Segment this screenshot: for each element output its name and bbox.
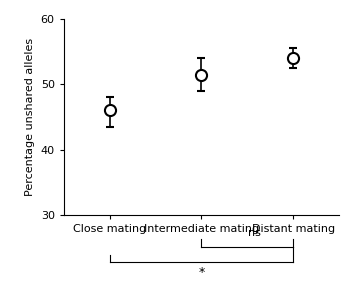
Text: *: *	[198, 266, 205, 278]
Y-axis label: Percentage unshared alleles: Percentage unshared alleles	[25, 38, 35, 196]
Text: ns: ns	[248, 228, 261, 238]
